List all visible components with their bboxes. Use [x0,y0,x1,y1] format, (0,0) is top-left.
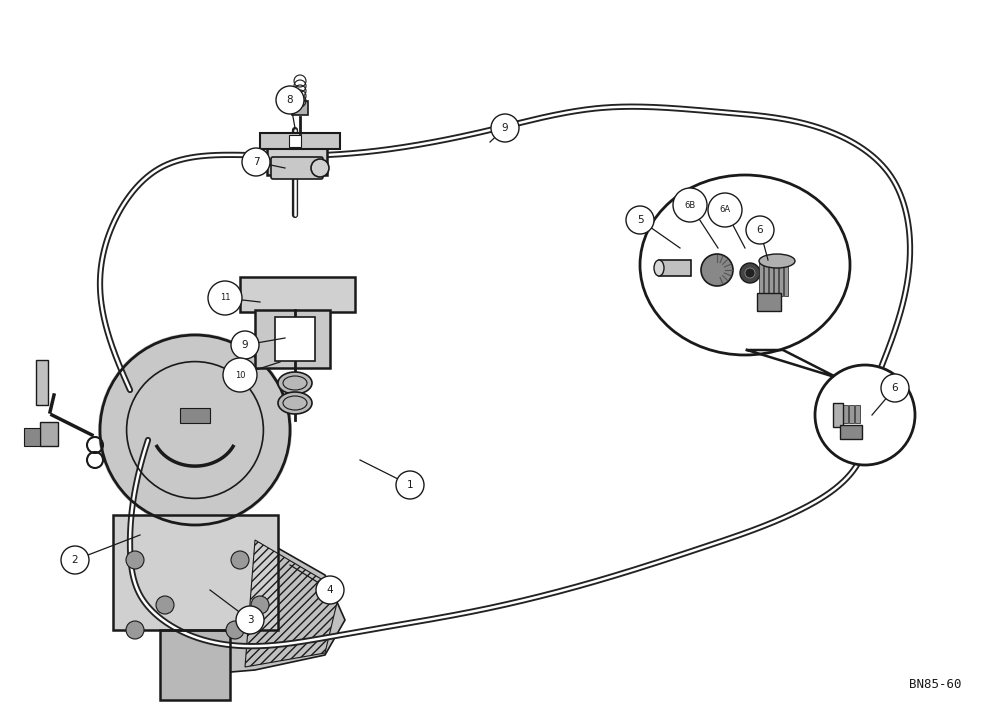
Ellipse shape [278,372,312,394]
Circle shape [61,546,89,574]
Ellipse shape [759,254,795,268]
Circle shape [231,331,259,359]
Bar [24,428,40,446]
Bar [113,515,278,630]
Circle shape [242,148,270,176]
Circle shape [126,621,144,639]
Ellipse shape [640,175,850,355]
Circle shape [815,365,915,465]
Circle shape [673,188,707,222]
Text: 9: 9 [502,123,508,133]
Circle shape [881,374,909,402]
Circle shape [316,576,344,604]
Bar [855,405,860,423]
Ellipse shape [654,260,664,276]
Text: 10: 10 [235,370,245,379]
Ellipse shape [278,392,312,414]
Circle shape [208,281,242,315]
Bar [840,425,862,439]
Bar [260,133,340,149]
Bar [292,101,308,115]
Bar [255,310,330,368]
Text: 2: 2 [72,555,78,565]
Bar [764,261,768,296]
Circle shape [745,268,755,278]
Bar [759,261,763,296]
Circle shape [226,621,244,639]
Bar [180,408,210,423]
Text: 7: 7 [253,157,259,167]
Text: 6: 6 [892,383,898,393]
Bar [774,261,778,296]
Bar [833,403,843,427]
Text: 6A: 6A [719,205,731,215]
Circle shape [223,358,257,392]
Circle shape [236,606,264,634]
Bar [779,261,783,296]
Bar [36,360,48,405]
Bar [837,405,842,423]
Circle shape [156,596,174,614]
Circle shape [740,263,760,283]
Text: BN85-60: BN85-60 [909,678,961,692]
Text: 5: 5 [637,215,643,225]
Circle shape [276,86,304,114]
Bar [659,260,691,276]
Circle shape [251,596,269,614]
Circle shape [746,216,774,244]
Text: 1: 1 [407,480,413,490]
Polygon shape [165,535,345,675]
Text: 4: 4 [327,585,333,595]
Polygon shape [747,350,838,378]
Bar [769,261,773,296]
Bar [240,277,355,312]
Circle shape [98,333,292,527]
Circle shape [491,114,519,142]
Bar [267,147,327,175]
Bar [757,293,781,311]
FancyBboxPatch shape [271,157,323,179]
Text: 3: 3 [247,615,253,625]
Text: 11: 11 [220,294,230,302]
Bar [160,630,230,700]
Ellipse shape [311,159,329,177]
Bar [784,261,788,296]
Text: 6: 6 [757,225,763,235]
Bar [160,630,230,700]
Circle shape [626,206,654,234]
Bar [289,135,301,147]
Circle shape [701,254,733,286]
Circle shape [396,471,424,499]
Bar [40,422,58,446]
Bar [843,405,848,423]
Text: 6B: 6B [684,200,696,210]
Circle shape [231,551,249,569]
Circle shape [708,193,742,227]
Circle shape [126,551,144,569]
Text: 9: 9 [242,340,248,350]
Bar [113,515,278,630]
Bar [275,317,315,361]
Text: 8: 8 [287,95,293,105]
Bar [849,405,854,423]
